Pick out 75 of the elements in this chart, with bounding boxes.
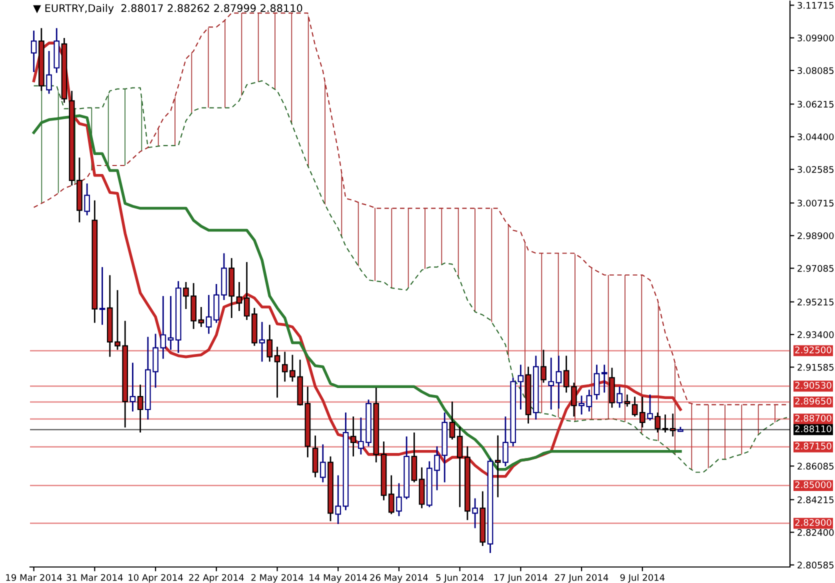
x-tick-label: 22 Apr 2014 [189,574,244,583]
candlestick [647,394,653,422]
ref-line-label: 2.82900 [795,519,832,526]
ref-line-label: 2.90530 [795,382,832,389]
line-series [32,114,682,471]
candlestick [84,182,90,216]
candlestick [350,416,356,458]
candlestick [198,306,204,328]
ref-line-label: 2.85000 [795,481,832,488]
ref-line-label: 2.89650 [795,398,832,405]
y-tick-label: 3.04400 [798,133,834,140]
candlestick [388,474,394,515]
y-tick-label: 3.00715 [798,200,834,207]
candlestick [556,355,562,410]
x-tick-label: 5 Jun 2014 [436,574,484,583]
candlestick [168,295,174,350]
candlestick [540,349,546,384]
x-tick-label: 2 May 2014 [251,574,304,583]
candlestick [244,261,250,321]
y-tick-label: 2.97085 [798,264,834,272]
candlestick [548,357,554,410]
candlestick [312,434,318,478]
candlestick [654,412,661,434]
ref-line-label: 2.87150 [795,442,832,450]
candlestick [601,364,608,394]
x-tick-label: 26 May 2014 [370,574,428,583]
candlestick [662,414,668,434]
candlestick [266,324,273,362]
ref-line-label: 2.88700 [795,414,832,422]
y-tick-label: 2.98900 [798,232,834,240]
y-tick-label: 2.93400 [798,331,834,338]
y-tick-label: 2.82400 [798,529,834,536]
y-tick-label: 3.08085 [798,67,834,74]
y-tick-label: 2.95215 [798,298,834,306]
candlestick [456,426,463,508]
candlestick [46,50,52,94]
candlestick [449,400,456,440]
x-tick-label: 31 Mar 2014 [66,574,123,581]
candlestick [472,498,478,529]
y-tick-label: 3.06215 [798,100,834,108]
candlestick [274,346,280,398]
x-tick-label: 10 Apr 2014 [128,574,183,583]
candlestick [494,434,501,498]
candlestick [411,432,418,484]
candlestick [616,386,623,408]
candlestick [137,384,144,434]
y-tick-label: 3.09900 [798,34,834,42]
ref-line-label: 2.92500 [795,346,832,354]
y-tick-label: 2.91585 [798,364,834,371]
candlestick [206,294,212,334]
y-tick-label: 3.11715 [798,2,834,9]
candlestick [30,30,37,73]
candlestick [640,396,646,428]
candlestick [236,281,242,312]
x-tick-label: 14 May 2014 [310,574,368,583]
candlestick [335,474,342,525]
candlestick [518,364,524,410]
x-tick-label: 19 Mar 2014 [6,574,62,581]
y-tick-label: 3.02585 [798,166,834,173]
ref-line-label: 2.88110 [795,425,832,432]
y-tick-label: 2.80585 [798,562,834,568]
candlestick [259,321,265,362]
candlestick [624,394,630,408]
y-tick-label: 2.84215 [798,496,834,504]
candlestick [670,412,676,438]
candlestick [99,266,106,326]
candlestick [130,362,136,412]
x-tick-label: 17 Jun 2014 [494,574,548,583]
x-tick-label: 9 Jul 2014 [620,574,665,583]
y-tick-label: 2.86085 [798,462,834,470]
candlestick [594,364,600,400]
x-tick-label: 27 Jun 2014 [555,574,608,583]
candlestick [632,396,638,418]
candlestick [320,444,326,484]
chart-title: ▼ EURTRY,Daily 2.88017 2.88262 2.87999 2.88110 [33,4,302,14]
